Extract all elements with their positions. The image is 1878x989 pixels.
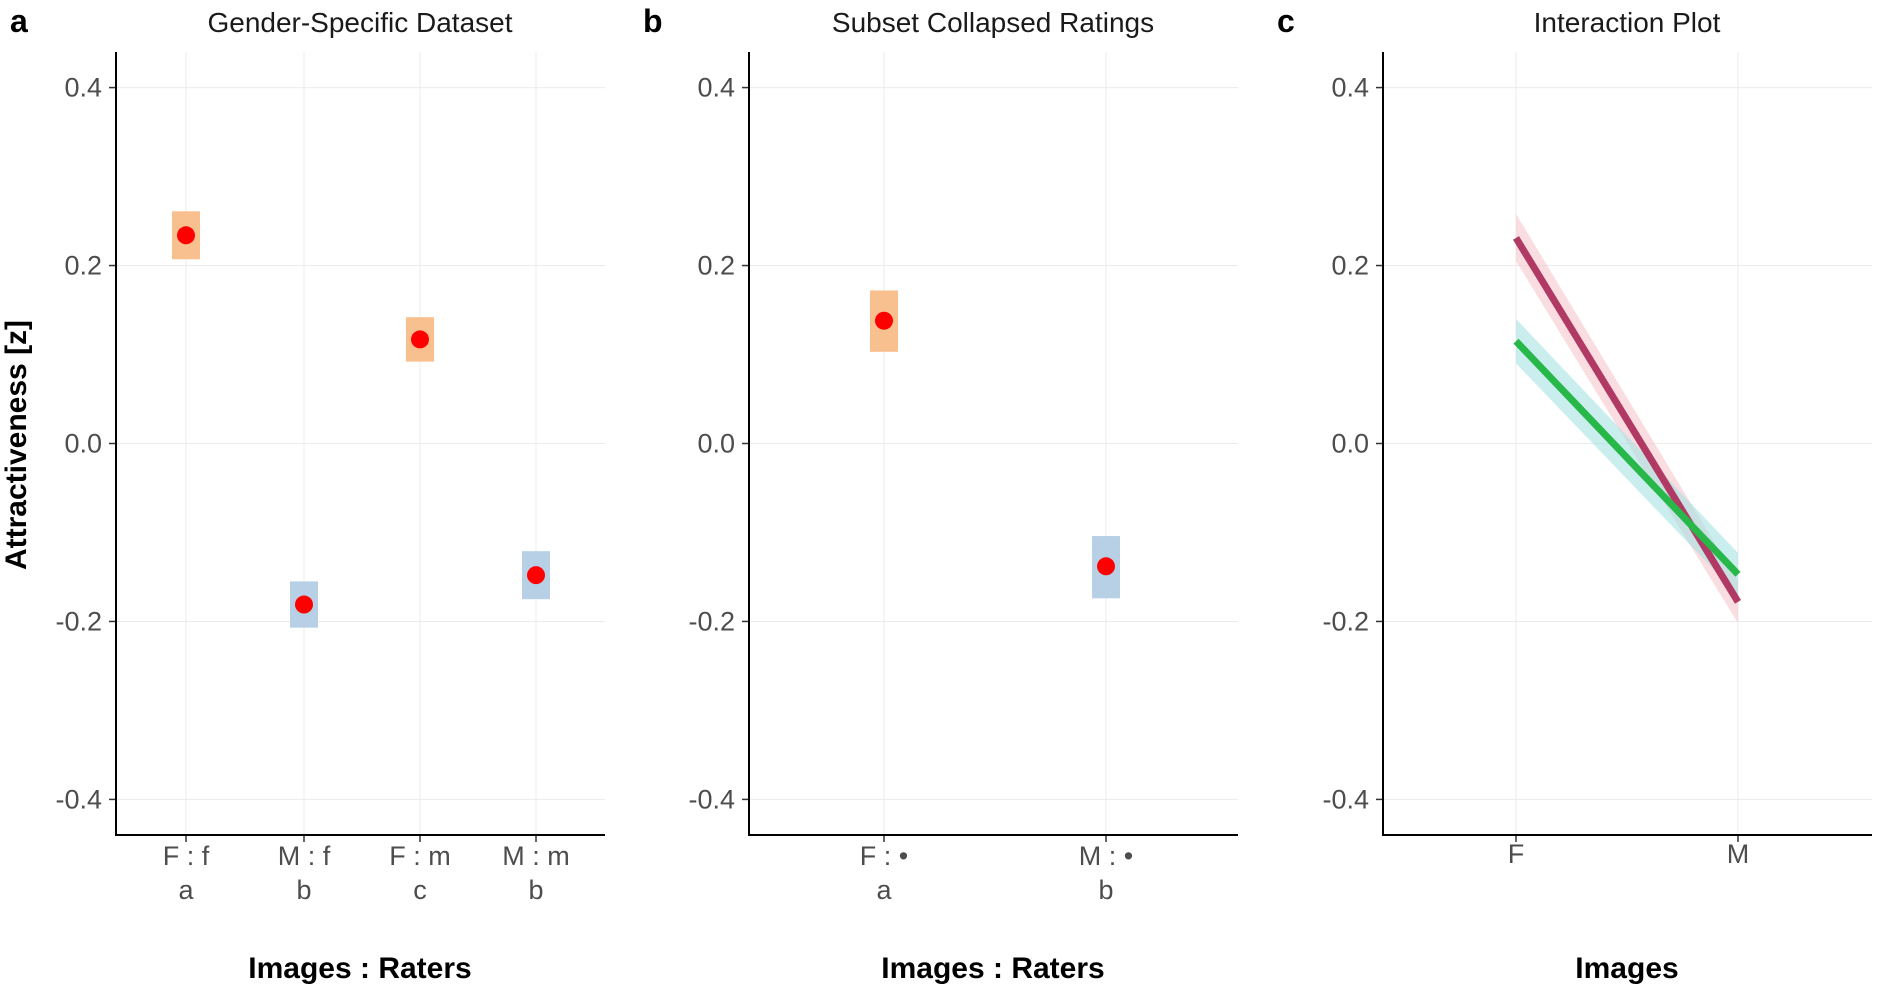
x-axis-title: Images <box>1575 952 1678 985</box>
data-point <box>295 595 313 614</box>
panel-b: b Subset Collapsed Ratings 0.4 0.2 0.0 -0.2 -0… <box>643 3 1238 985</box>
panel-c: c Interaction Plot 0.4 0.2 0.0 -0.2 -0.4 F M Imag… <box>1277 3 1872 985</box>
x-axis-title: Images : Raters <box>248 952 471 985</box>
panel-title: Gender-Specific Dataset <box>207 7 512 38</box>
y-tick-label: 0.2 <box>1331 251 1369 281</box>
data-point <box>527 566 545 585</box>
group-letter: a <box>876 875 892 905</box>
x-tick-label: M : f <box>278 841 331 871</box>
panel-letter: b <box>643 3 663 39</box>
y-tick-label: -0.4 <box>1322 784 1369 814</box>
x-tick-label: M <box>1727 839 1750 869</box>
y-axis-title: Attractiveness [z] <box>0 320 33 570</box>
group-letter: b <box>528 875 543 905</box>
x-tick-label: F <box>1508 839 1525 869</box>
group-letter: a <box>178 875 194 905</box>
panel-letter: c <box>1277 3 1295 39</box>
panel-a: a Gender-Specific Dataset 0.4 0.2 0.0 -0.2 -0.… <box>10 3 605 985</box>
y-tick-label: -0.4 <box>688 784 735 814</box>
group-letter: b <box>296 875 311 905</box>
x-tick-label: F : f <box>163 841 210 871</box>
y-tick-label: 0.4 <box>697 73 735 103</box>
panel-title: Subset Collapsed Ratings <box>832 7 1154 38</box>
series-line <box>1513 338 1741 577</box>
data-point <box>177 226 195 245</box>
data-point <box>411 330 429 349</box>
series-line <box>1513 236 1741 604</box>
y-tick-label: 0.4 <box>64 73 102 103</box>
axis-lines <box>115 52 605 836</box>
panel-letter: a <box>10 3 28 39</box>
x-tick-label: M : • <box>1079 841 1133 871</box>
x-tick-label: F : m <box>389 841 451 871</box>
x-axis-title: Images : Raters <box>881 952 1104 985</box>
axis-lines <box>1382 52 1872 836</box>
x-tick-label: F : • <box>860 841 908 871</box>
data-point <box>1097 557 1115 576</box>
y-tick-label: 0.2 <box>697 251 735 281</box>
y-tick-label: 0.4 <box>1331 73 1369 103</box>
y-tick-label: 0.0 <box>1331 429 1369 459</box>
group-letter: b <box>1098 875 1113 905</box>
y-tick-label: 0.0 <box>697 429 735 459</box>
data-point <box>875 311 893 330</box>
y-tick-label: 0.0 <box>64 429 102 459</box>
axis-lines <box>748 52 1238 836</box>
y-tick-label: 0.2 <box>64 251 102 281</box>
panel-title: Interaction Plot <box>1534 7 1721 38</box>
y-tick-label: -0.2 <box>55 606 102 636</box>
y-tick-label: -0.4 <box>55 784 102 814</box>
y-tick-label: -0.2 <box>688 606 735 636</box>
group-letter: c <box>413 875 427 905</box>
x-tick-label: M : m <box>502 841 570 871</box>
y-tick-label: -0.2 <box>1322 606 1369 636</box>
